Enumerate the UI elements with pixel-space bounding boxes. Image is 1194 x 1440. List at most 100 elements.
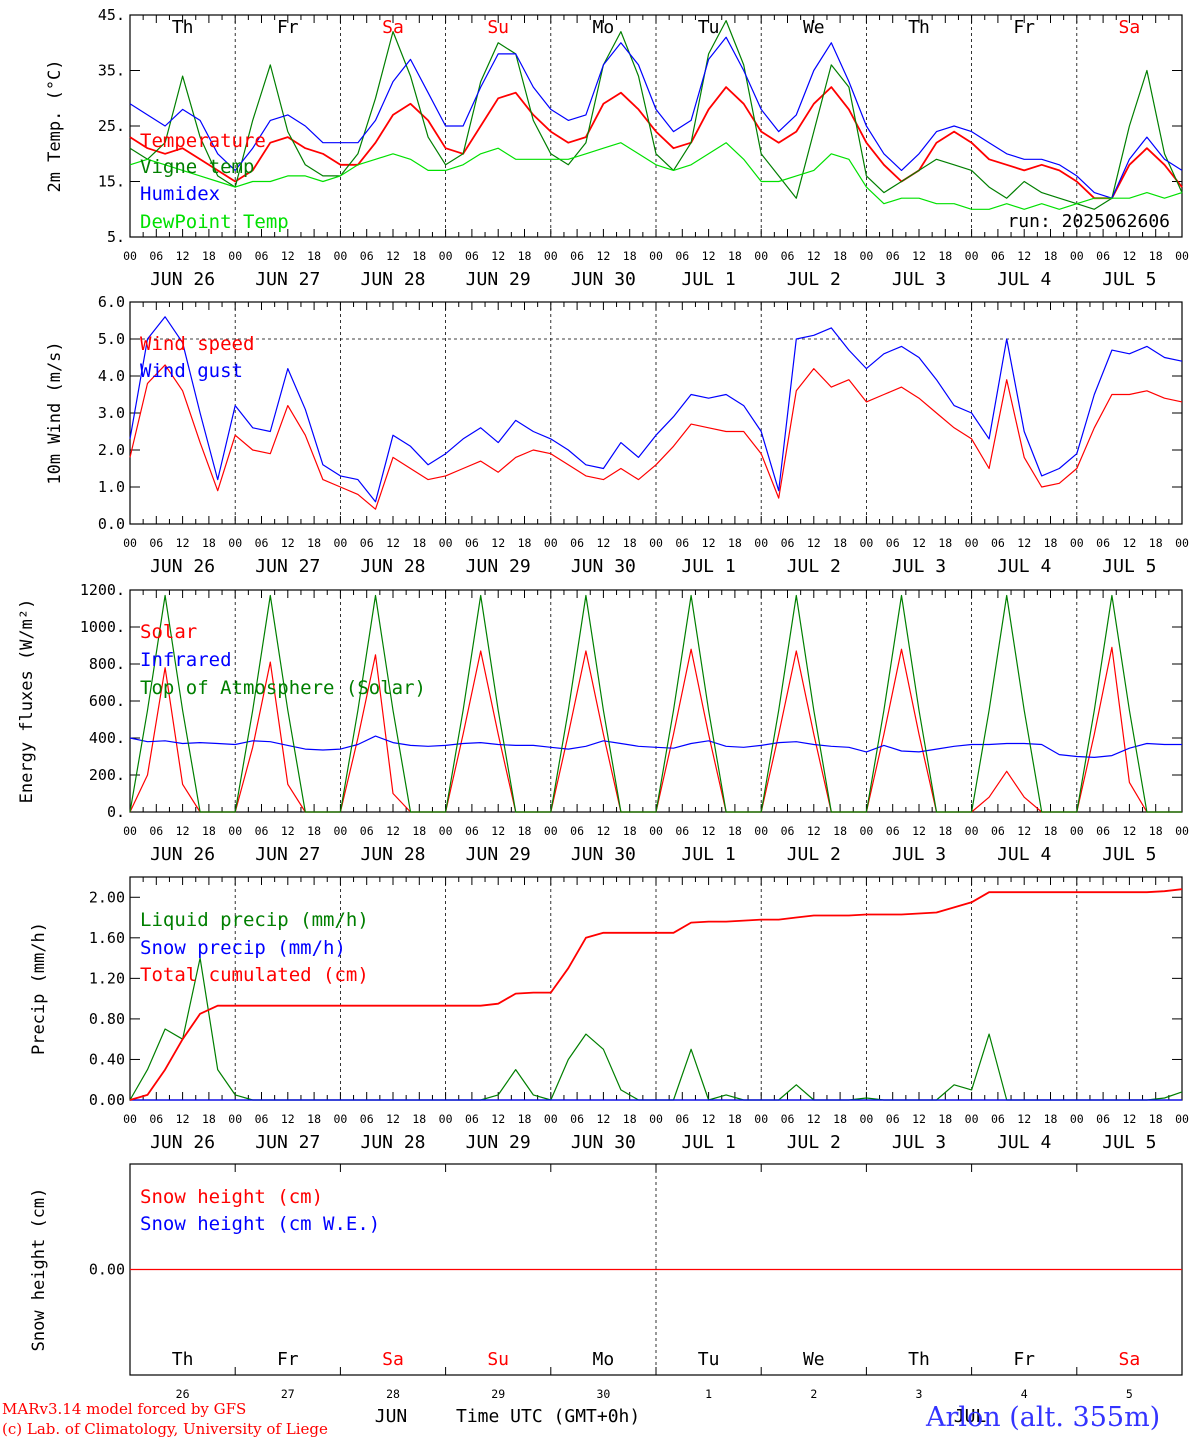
month-label: JUN [375,1406,408,1427]
series-line-wind-gust [129,316,1183,503]
y-tick-label: 35. [98,62,125,80]
y-tick-label: 5. [107,228,125,246]
hour-label: 06 [886,249,900,263]
hour-label: 00 [228,536,242,550]
weekday-label: We [803,1349,825,1370]
hour-label: 06 [991,249,1005,263]
legend-entry: Vigne temp [140,156,254,178]
hour-label: 18 [412,536,426,550]
hour-label: 06 [360,1112,374,1126]
hour-label: 12 [702,824,716,838]
hour-label: 06 [465,249,479,263]
y-axis-label: Energy fluxes (W/m²) [17,599,37,804]
weekday-label: Fr [1013,1349,1035,1370]
date-label: JUN 30 [571,556,636,577]
hour-label: 06 [781,824,795,838]
date-label: JUL 1 [682,844,736,865]
hour-label: 06 [781,249,795,263]
hour-label: 12 [1122,536,1136,550]
y-tick-label: 1000. [80,618,125,636]
date-label: JUL 2 [787,556,841,577]
legend-entry: Solar [140,621,197,643]
hour-label: 12 [281,249,295,263]
hour-label: 00 [965,249,979,263]
hour-label: 06 [149,1112,163,1126]
hour-label: 00 [965,824,979,838]
hour-label: 12 [176,536,190,550]
hour-label: 18 [307,1112,321,1126]
y-tick-label: 1.20 [89,969,125,987]
hour-label: 06 [360,824,374,838]
date-label: JUL 3 [892,556,946,577]
weekday-label: Sa [382,1349,404,1370]
weekday-label: Th [908,17,930,38]
weekday-label: Fr [1013,17,1035,38]
hour-label: 06 [465,1112,479,1126]
hour-label: 18 [623,1112,637,1126]
hour-label: 06 [1096,824,1110,838]
hour-label: 06 [886,536,900,550]
hour-label: 12 [702,249,716,263]
y-tick-label: 5.0 [98,330,125,348]
day-number: 5 [1126,1387,1133,1401]
weekday-label: Sa [1119,1349,1141,1370]
legend-entry: Wind speed [140,333,254,355]
hour-label: 18 [728,536,742,550]
hour-label: 06 [255,536,269,550]
hour-label: 18 [412,824,426,838]
hour-label: 00 [228,824,242,838]
hour-label: 18 [833,536,847,550]
date-label: JUL 2 [787,269,841,290]
bottom-axis-title: Time UTC (GMT+0h) [456,1406,641,1427]
legend-entry: Top of Atmosphere (Solar) [140,677,426,699]
date-label: JUL 4 [997,269,1051,290]
hour-label: 12 [702,1112,716,1126]
hour-label: 12 [176,824,190,838]
weekday-label: Su [487,1349,509,1370]
series-line-humidex [129,36,1183,199]
hour-label: 12 [807,249,821,263]
hour-label: 18 [1044,249,1058,263]
hour-label: 00 [1070,1112,1084,1126]
hour-label: 12 [807,536,821,550]
weekday-label: Sa [1119,17,1141,38]
hour-label: 06 [781,1112,795,1126]
hour-label: 06 [255,1112,269,1126]
series-line-temperature [129,86,1183,200]
month-label: JUL [954,1406,987,1427]
hour-label: 06 [675,1112,689,1126]
hour-label: 12 [912,824,926,838]
series-line-dewpoint-temp [129,142,1183,210]
hour-label: 00 [649,1112,663,1126]
hour-label: 12 [912,1112,926,1126]
hour-label: 12 [1122,1112,1136,1126]
hour-label: 06 [255,249,269,263]
hour-label: 18 [307,824,321,838]
y-tick-label: 2.0 [98,441,125,459]
y-tick-label: 0.00 [89,1091,125,1109]
weekday-label: We [803,17,825,38]
hour-label: 00 [1175,536,1189,550]
y-tick-label: 200. [89,766,125,784]
hour-label: 00 [859,249,873,263]
weekday-label: Su [487,17,509,38]
hour-label: 12 [596,536,610,550]
day-number: 4 [1021,1387,1028,1401]
hour-label: 06 [149,536,163,550]
hour-label: 06 [781,536,795,550]
hour-label: 06 [360,536,374,550]
series-line-top-of-atmosphere-solar- [129,594,1182,813]
legend-entry: Infrared [140,649,232,671]
series-line-total-cumulated-cm- [129,888,1183,1101]
day-number: 3 [916,1387,923,1401]
date-label: JUL 1 [682,269,736,290]
hour-label: 18 [518,249,532,263]
y-tick-label: 4.0 [98,367,125,385]
hour-label: 18 [1149,824,1163,838]
y-axis-label: 2m Temp. (°C) [45,59,65,192]
hour-label: 12 [281,1112,295,1126]
hour-label: 00 [649,824,663,838]
hour-label: 00 [123,1112,137,1126]
hour-label: 00 [333,824,347,838]
